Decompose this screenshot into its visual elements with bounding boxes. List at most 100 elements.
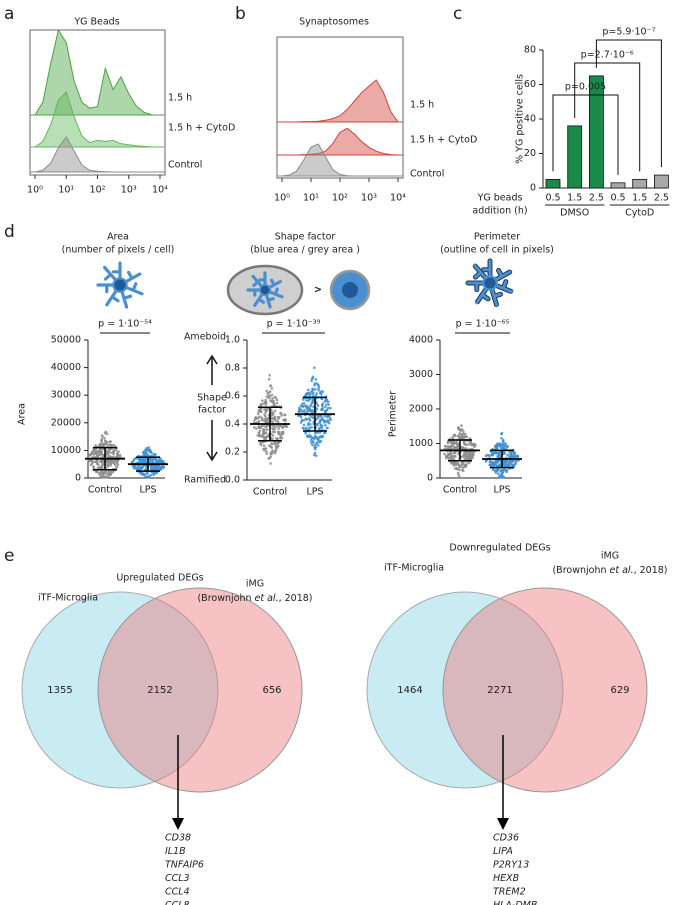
dot [458, 475, 461, 479]
dot [271, 434, 275, 437]
dot [100, 439, 103, 442]
set-label: iTF-Microglia [384, 563, 444, 574]
dot [327, 403, 331, 406]
ref-part: (Brownjohn [552, 565, 609, 576]
dot [305, 434, 309, 438]
dot [91, 460, 94, 464]
dot [106, 440, 109, 444]
y-tick-label: 50000 [51, 335, 81, 346]
dot [301, 426, 305, 430]
dot [311, 399, 315, 403]
dot [446, 440, 450, 444]
dot [302, 402, 306, 405]
dot [470, 443, 474, 447]
dot [262, 427, 266, 431]
dot [461, 432, 465, 436]
dot [496, 442, 499, 445]
dot [325, 403, 328, 406]
dot [473, 444, 477, 447]
gene: CCL3 [165, 873, 190, 884]
count: 629 [610, 685, 629, 696]
dot [485, 453, 489, 457]
dot [132, 459, 135, 462]
dot [268, 394, 272, 398]
count: 1464 [397, 685, 422, 696]
dot [260, 418, 264, 422]
y-tick-label: 3000 [409, 369, 433, 380]
dot [315, 422, 319, 426]
gene: HLA-DMB [493, 900, 537, 905]
dot [498, 475, 502, 479]
dot [270, 442, 273, 446]
dot [267, 377, 271, 381]
set-label: iTF-Microglia [38, 593, 98, 604]
dot [269, 462, 272, 465]
y-tick-label: 30000 [51, 390, 81, 401]
dot [450, 447, 453, 450]
dot [304, 393, 308, 396]
dot [313, 453, 316, 457]
y-axis-label: factor [198, 405, 226, 416]
set-label: iMG [601, 551, 619, 562]
dot [318, 426, 322, 430]
dot [271, 400, 275, 404]
arrow-head [172, 818, 184, 830]
dot [93, 450, 97, 454]
dot [110, 444, 113, 447]
dot [275, 401, 279, 405]
dot [144, 475, 147, 478]
dot [98, 466, 101, 470]
dot [310, 426, 313, 429]
dot [265, 450, 268, 453]
dot [143, 472, 146, 476]
dot [461, 466, 465, 470]
dot [488, 460, 492, 464]
dot [145, 454, 149, 457]
dot [259, 403, 263, 406]
panel-title: Perimeter [474, 232, 520, 243]
panel-label: b [235, 4, 246, 24]
x-tick-label: LPS [139, 485, 156, 496]
dot [98, 443, 101, 446]
dot [150, 458, 154, 461]
dot [502, 463, 505, 467]
dot [496, 468, 500, 472]
dot [497, 452, 501, 455]
dot [99, 475, 103, 479]
gene: TREM2 [493, 887, 526, 898]
panel-label: a [4, 4, 14, 24]
x-tick-label: 10³ [361, 193, 377, 204]
dot [323, 419, 327, 423]
x-tick-label: 10¹ [303, 193, 319, 204]
dot [106, 465, 110, 468]
dot [301, 404, 304, 408]
dot [273, 416, 277, 420]
dot [514, 454, 517, 457]
dot [262, 444, 266, 448]
dot [147, 475, 151, 479]
dot [103, 471, 106, 474]
dot [516, 455, 520, 459]
dot [104, 430, 108, 434]
dot [492, 451, 496, 455]
dot [144, 451, 148, 455]
dot [266, 434, 270, 437]
dot [89, 463, 93, 467]
dot [278, 432, 281, 436]
dot [253, 426, 256, 429]
dot [513, 452, 516, 455]
arrow [206, 354, 218, 385]
dot [502, 441, 506, 445]
dot [109, 470, 113, 473]
dot [456, 471, 460, 475]
x-tick-label: Control [443, 485, 477, 496]
bar [654, 174, 669, 189]
dot [107, 473, 110, 476]
dot [271, 437, 274, 441]
dot [116, 463, 120, 466]
dot [101, 459, 104, 463]
dot [258, 415, 261, 419]
dot [319, 439, 323, 443]
dot [272, 402, 276, 406]
